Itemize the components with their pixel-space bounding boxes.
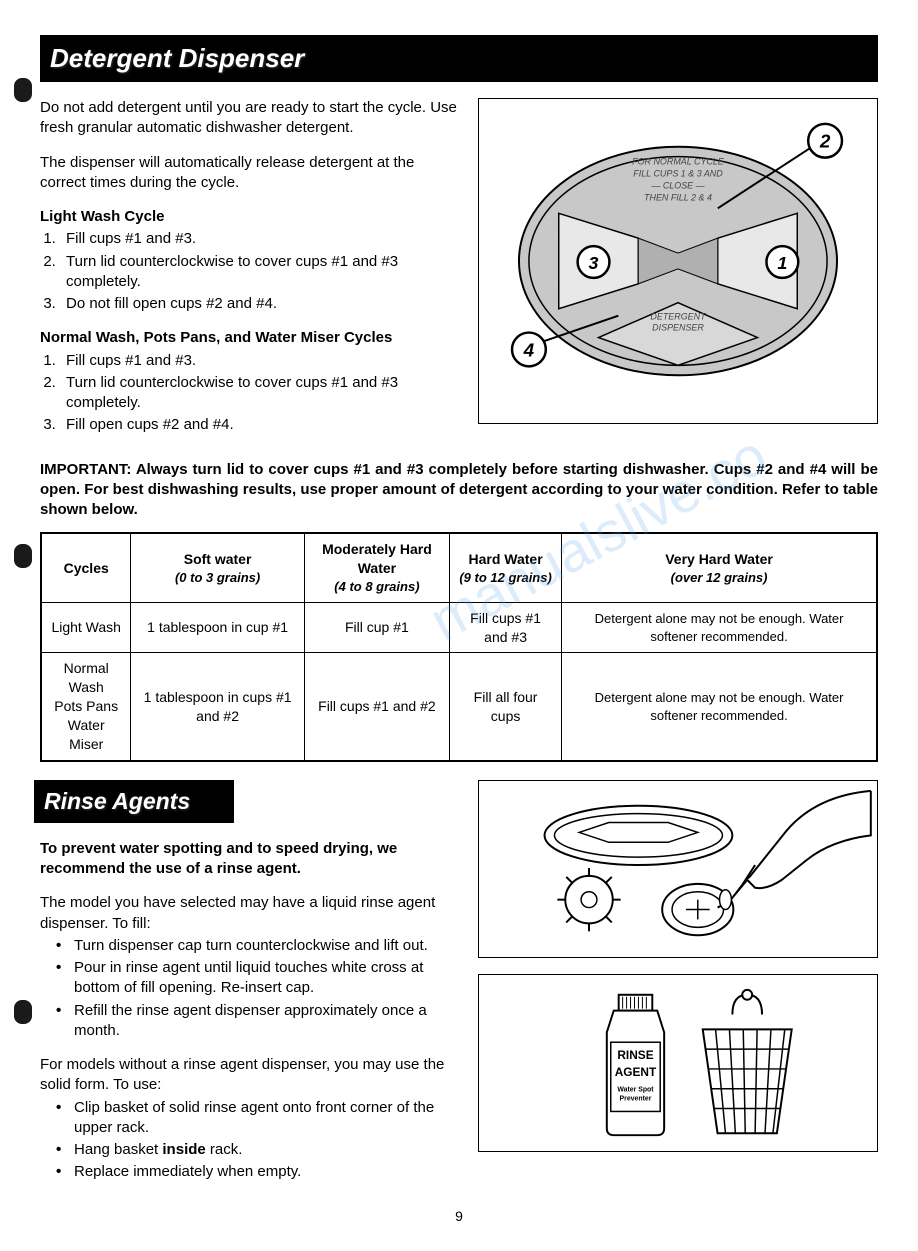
table-row: Normal Wash Pots Pans Water Miser 1 tabl… — [41, 653, 877, 761]
svg-text:3: 3 — [589, 253, 599, 273]
table-cell: Detergent alone may not be enough. Water… — [562, 653, 877, 761]
svg-text:1: 1 — [777, 253, 787, 273]
rinse-pour-svg — [479, 781, 877, 957]
list-item: Fill open cups #2 and #4. — [60, 415, 460, 435]
detergent-columns: Do not add detergent until you are ready… — [40, 98, 878, 450]
rinse-fill-steps: Turn dispenser cap turn counterclockwise… — [40, 936, 460, 1041]
svg-text:4: 4 — [523, 341, 535, 362]
para-release: The dispenser will automatically release… — [40, 153, 460, 194]
manual-page: manualslive.co Detergent Dispenser Do no… — [0, 0, 918, 1251]
page-number: 9 — [40, 1207, 878, 1226]
table-header: Very Hard Water(over 12 grains) — [562, 533, 877, 602]
list-item: Turn dispenser cap turn counterclockwise… — [40, 936, 460, 956]
table-cell: Light Wash — [41, 602, 131, 653]
section-header-detergent: Detergent Dispenser — [40, 35, 878, 82]
dispenser-svg: 3 1 2 4 FOR NORMAL CYCLE FILL CUPS 1 & 3… — [479, 99, 877, 423]
table-cell: Fill cups #1 and #3 — [450, 602, 562, 653]
table-header: Moderately Hard Water(4 to 8 grains) — [304, 533, 449, 602]
table-header-row: Cycles Soft water(0 to 3 grains) Moderat… — [41, 533, 877, 602]
detergent-amount-table: Cycles Soft water(0 to 3 grains) Moderat… — [40, 532, 878, 762]
table-header: Soft water(0 to 3 grains) — [131, 533, 304, 602]
table-row: Light Wash 1 tablespoon in cup #1 Fill c… — [41, 602, 877, 653]
svg-text:AGENT: AGENT — [615, 1065, 657, 1079]
light-wash-heading: Light Wash Cycle — [40, 207, 460, 227]
rinse-fill-lead: The model you have selected may have a l… — [40, 893, 460, 934]
svg-text:FILL CUPS 1 & 3 AND: FILL CUPS 1 & 3 AND — [633, 169, 723, 179]
svg-text:— CLOSE —: — CLOSE — — [650, 181, 704, 191]
svg-text:DISPENSER: DISPENSER — [652, 323, 704, 333]
svg-text:2: 2 — [819, 132, 831, 153]
list-item: Hang basket inside rack. — [40, 1140, 460, 1160]
rinse-text-column: Rinse Agents To prevent water spotting a… — [40, 780, 460, 1197]
rinse-bottle-diagram: RINSE AGENT Water Spot Preventer — [478, 974, 878, 1152]
list-item: Replace immediately when empty. — [40, 1162, 460, 1182]
list-item: Pour in rinse agent until liquid touches… — [40, 958, 460, 999]
table-cell: 1 tablespoon in cups #1 and #2 — [131, 653, 304, 761]
table-cell: Detergent alone may not be enough. Water… — [562, 602, 877, 653]
normal-wash-steps: Fill cups #1 and #3. Turn lid counterclo… — [60, 351, 460, 436]
dispenser-diagram: 3 1 2 4 FOR NORMAL CYCLE FILL CUPS 1 & 3… — [478, 98, 878, 424]
list-item: Turn lid counterclockwise to cover cups … — [60, 252, 460, 293]
table-header: Cycles — [41, 533, 131, 602]
rinse-columns: Rinse Agents To prevent water spotting a… — [40, 780, 878, 1197]
svg-text:FOR NORMAL CYCLE: FOR NORMAL CYCLE — [632, 157, 725, 167]
table-cell: 1 tablespoon in cup #1 — [131, 602, 304, 653]
rinse-pour-diagram — [478, 780, 878, 958]
table-header: Hard Water(9 to 12 grains) — [450, 533, 562, 602]
svg-text:Water Spot: Water Spot — [617, 1087, 654, 1094]
list-item: Refill the rinse agent dispenser approxi… — [40, 1001, 460, 1042]
rinse-solid-steps: Clip basket of solid rinse agent onto fr… — [40, 1098, 460, 1183]
punch-hole — [14, 544, 32, 568]
list-item: Turn lid counterclockwise to cover cups … — [60, 373, 460, 414]
light-wash-steps: Fill cups #1 and #3. Turn lid counterclo… — [60, 229, 460, 314]
rinse-intro: To prevent water spotting and to speed d… — [40, 839, 460, 880]
svg-text:DETERGENT: DETERGENT — [650, 312, 706, 322]
table-cell: Fill cup #1 — [304, 602, 449, 653]
list-item: Fill cups #1 and #3. — [60, 229, 460, 249]
table-cell: Fill all four cups — [450, 653, 562, 761]
punch-hole — [14, 78, 32, 102]
rinse-bottle-svg: RINSE AGENT Water Spot Preventer — [479, 975, 877, 1151]
section-header-rinse: Rinse Agents — [34, 780, 234, 823]
detergent-text-column: Do not add detergent until you are ready… — [40, 98, 460, 450]
list-item: Do not fill open cups #2 and #4. — [60, 294, 460, 314]
para-intro: Do not add detergent until you are ready… — [40, 98, 460, 139]
svg-text:RINSE: RINSE — [617, 1048, 653, 1062]
svg-text:THEN FILL 2 & 4: THEN FILL 2 & 4 — [644, 192, 712, 202]
table-cell: Normal Wash Pots Pans Water Miser — [41, 653, 131, 761]
important-note: IMPORTANT: Always turn lid to cover cups… — [40, 460, 878, 521]
list-item: Fill cups #1 and #3. — [60, 351, 460, 371]
detergent-diagram-column: 3 1 2 4 FOR NORMAL CYCLE FILL CUPS 1 & 3… — [478, 98, 878, 450]
list-item: Clip basket of solid rinse agent onto fr… — [40, 1098, 460, 1139]
punch-hole — [14, 1000, 32, 1024]
svg-text:Preventer: Preventer — [620, 1095, 652, 1102]
normal-wash-heading: Normal Wash, Pots Pans, and Water Miser … — [40, 328, 460, 348]
table-cell: Fill cups #1 and #2 — [304, 653, 449, 761]
rinse-diagram-column: RINSE AGENT Water Spot Preventer — [478, 780, 878, 1197]
rinse-solid-lead: For models without a rinse agent dispens… — [40, 1055, 460, 1096]
